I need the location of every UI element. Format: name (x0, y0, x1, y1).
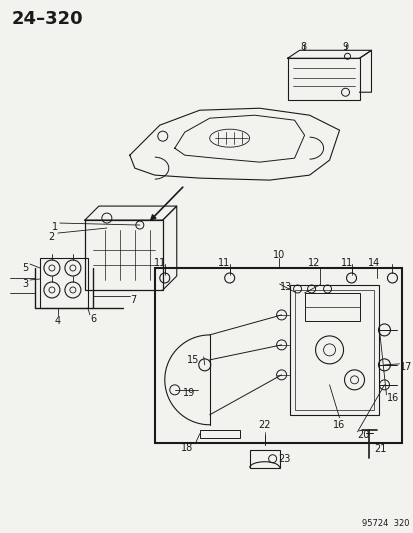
Text: 15: 15 (187, 355, 199, 365)
Bar (154, 268, 401, 443)
Text: 13: 13 (279, 282, 291, 292)
Text: 21: 21 (374, 444, 386, 454)
Text: 23: 23 (278, 454, 290, 464)
Bar (249, 450, 279, 468)
Text: 1: 1 (52, 222, 58, 232)
Text: 10: 10 (272, 250, 284, 260)
Bar (289, 285, 379, 415)
Text: 95724  320: 95724 320 (361, 519, 408, 528)
Bar (294, 290, 374, 410)
Text: 5: 5 (21, 263, 28, 273)
Text: 12: 12 (308, 258, 320, 268)
Bar (199, 430, 239, 438)
Text: 16: 16 (332, 420, 345, 430)
Text: 24–320: 24–320 (12, 10, 83, 28)
Text: 20: 20 (357, 430, 369, 440)
Text: 7: 7 (130, 295, 136, 305)
Bar (287, 58, 358, 100)
Text: 18: 18 (180, 443, 192, 453)
Text: 6: 6 (90, 314, 96, 324)
Text: 22: 22 (258, 420, 270, 430)
Text: 3: 3 (22, 279, 28, 289)
Text: 11: 11 (217, 258, 229, 268)
Text: 9: 9 (342, 42, 348, 52)
Text: 8: 8 (300, 42, 306, 52)
Text: 11: 11 (341, 258, 353, 268)
Bar (304, 293, 358, 321)
Bar (40, 258, 88, 308)
Text: 14: 14 (368, 258, 380, 268)
Text: 19: 19 (182, 388, 194, 398)
Text: 11: 11 (153, 258, 166, 268)
Bar (85, 220, 162, 290)
Text: 16: 16 (386, 393, 398, 403)
Text: 4: 4 (55, 316, 61, 326)
Text: 17: 17 (399, 362, 411, 372)
Text: 2: 2 (49, 232, 55, 242)
